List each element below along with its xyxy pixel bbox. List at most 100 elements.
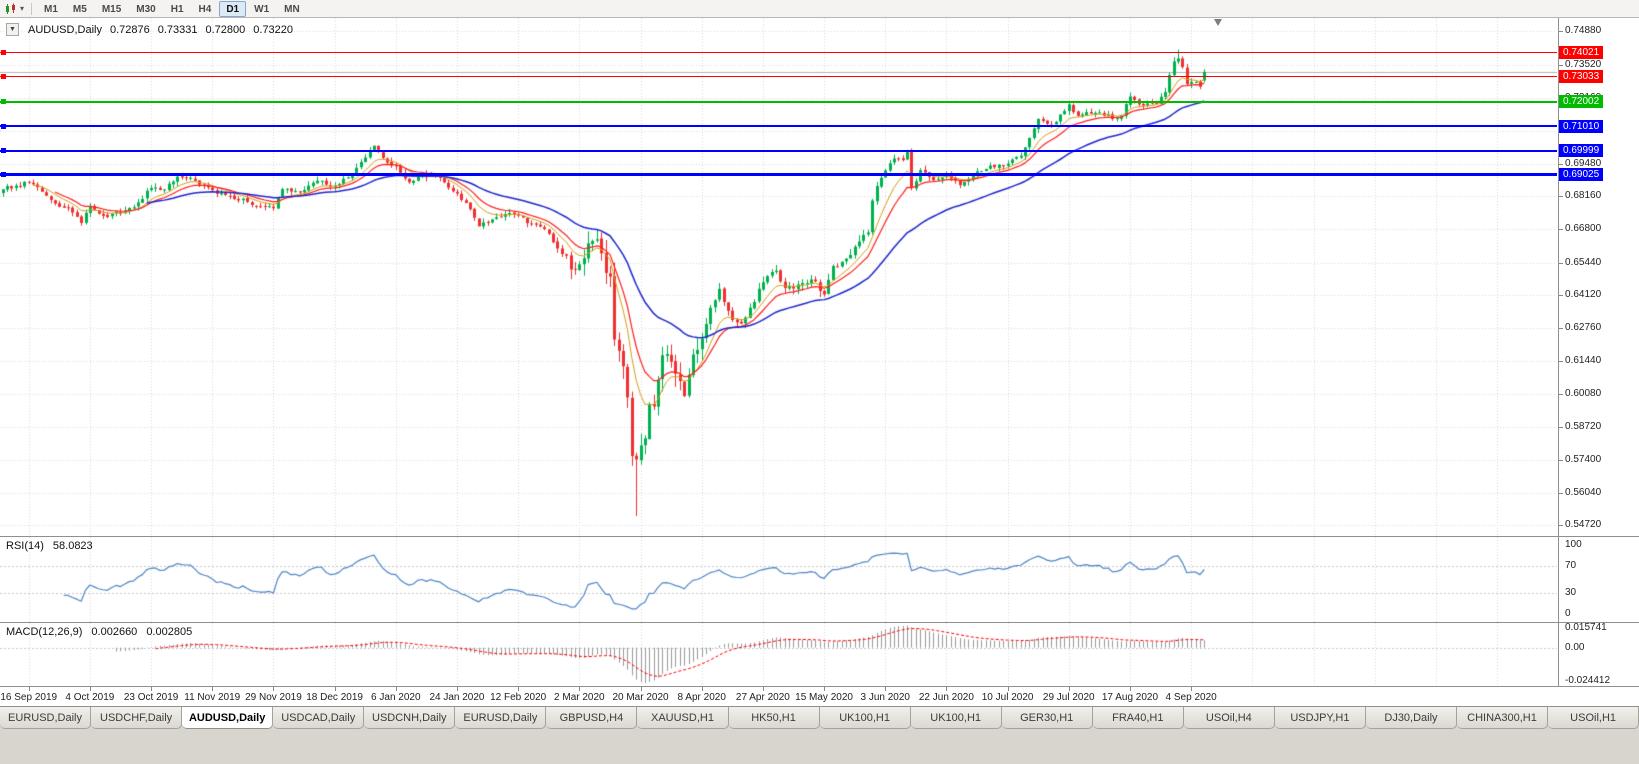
price-tag-0.74021[interactable]: 0.74021 bbox=[1559, 46, 1604, 59]
chart-tab-uk100-h1[interactable]: UK100,H1 bbox=[910, 707, 1002, 729]
x-axis-label: 29 Nov 2019 bbox=[245, 692, 302, 703]
chart-workspace: ▼ AUDUSD,Daily 0.72876 0.73331 0.72800 0… bbox=[0, 18, 1639, 706]
y-axis-tickmark bbox=[1559, 164, 1563, 165]
chart-tab-gbpusd-h4[interactable]: GBPUSD,H4 bbox=[546, 707, 638, 729]
horizontal-line-0.71010[interactable] bbox=[0, 123, 1557, 129]
y-axis-tickmark bbox=[1559, 525, 1563, 526]
y-axis-tickmark bbox=[1559, 361, 1563, 362]
chart-tab-dj30-daily[interactable]: DJ30,Daily bbox=[1365, 707, 1457, 729]
hline-layer bbox=[0, 18, 1557, 536]
timeframe-button-m1[interactable]: M1 bbox=[44, 3, 58, 15]
x-axis-tickmark bbox=[1008, 687, 1009, 691]
macd-main-value: 0.002660 bbox=[91, 626, 138, 638]
rsi-scale-label: 0 bbox=[1565, 608, 1571, 619]
x-axis-label: 20 Mar 2020 bbox=[612, 692, 669, 703]
chart-type-dropdown-arrow[interactable]: ▾ bbox=[20, 4, 25, 13]
y-axis-label: 0.73520 bbox=[1565, 59, 1602, 70]
price-scale[interactable]: 0.748800.735200.721600.708000.694800.681… bbox=[1558, 18, 1639, 536]
chart-symbol-label: AUDUSD,Daily bbox=[28, 23, 102, 36]
macd-canvas[interactable] bbox=[0, 623, 1557, 686]
chart-tab-xauusd-h1[interactable]: XAUUSD,H1 bbox=[637, 707, 729, 729]
y-axis-tickmark bbox=[1559, 263, 1563, 264]
line-handle[interactable] bbox=[1, 74, 6, 79]
macd-scale[interactable]: 0.015741 0.00 -0.024412 bbox=[1558, 623, 1639, 686]
chart-tab-eurusd-daily[interactable]: EURUSD,Daily bbox=[455, 707, 547, 729]
chart-tab-uk100-h1[interactable]: UK100,H1 bbox=[819, 707, 911, 729]
y-axis-label: 0.66800 bbox=[1565, 223, 1602, 234]
macd-panel[interactable]: MACD(12,26,9) 0.002660 0.002805 0.015741… bbox=[0, 622, 1639, 686]
chart-tab-fra40-h1[interactable]: FRA40,H1 bbox=[1092, 707, 1184, 729]
horizontal-line-0.74021[interactable] bbox=[0, 49, 1557, 55]
horizontal-line-0.72002[interactable] bbox=[0, 99, 1557, 105]
x-axis-label: 4 Oct 2019 bbox=[65, 692, 115, 703]
time-scale[interactable]: 16 Sep 2019 4 Oct 2019 23 Oct 2019 11 Nov 2… bbox=[0, 686, 1639, 706]
chart-tab-usdcnh-daily[interactable]: USDCNH,Daily bbox=[364, 707, 456, 729]
x-axis-tickmark bbox=[90, 687, 91, 691]
x-axis-tickmark bbox=[273, 687, 274, 691]
chart-tab-usdcad-daily[interactable]: USDCAD,Daily bbox=[273, 707, 365, 729]
x-axis-label: 11 Nov 2019 bbox=[184, 692, 241, 703]
x-axis-label: 24 Jan 2020 bbox=[429, 692, 485, 703]
toolbar-separator bbox=[31, 2, 33, 15]
x-axis-label: 10 Jul 2020 bbox=[981, 692, 1034, 703]
rsi-name: RSI(14) bbox=[6, 540, 44, 552]
y-axis-label: 0.56040 bbox=[1565, 487, 1602, 498]
timeframe-button-w1[interactable]: W1 bbox=[254, 3, 270, 15]
x-axis-tickmark bbox=[946, 687, 947, 691]
macd-scale-label: 0.015741 bbox=[1565, 622, 1607, 633]
price-tag-0.71010[interactable]: 0.71010 bbox=[1559, 120, 1604, 133]
line-handle[interactable] bbox=[1, 99, 6, 105]
timeframe-button-m30[interactable]: M30 bbox=[136, 3, 156, 15]
y-axis-tickmark bbox=[1559, 196, 1563, 197]
timeframe-button-h4[interactable]: H4 bbox=[198, 3, 212, 15]
x-axis-tickmark bbox=[885, 687, 886, 691]
x-axis-tickmark bbox=[579, 687, 580, 691]
price-chart-panel[interactable]: ▼ AUDUSD,Daily 0.72876 0.73331 0.72800 0… bbox=[0, 18, 1639, 536]
price-tag-0.72002[interactable]: 0.72002 bbox=[1559, 95, 1604, 108]
rsi-canvas[interactable] bbox=[0, 537, 1557, 622]
x-axis-tickmark bbox=[702, 687, 703, 691]
rsi-label: RSI(14) 58.0823 bbox=[6, 540, 93, 552]
x-axis-tickmark bbox=[518, 687, 519, 691]
chart-tab-usdjpy-h1[interactable]: USDJPY,H1 bbox=[1274, 707, 1366, 729]
horizontal-line-0.73033[interactable] bbox=[0, 74, 1557, 79]
x-axis-label: 15 May 2020 bbox=[795, 692, 853, 703]
chart-tab-usoil-h4[interactable]: USOil,H4 bbox=[1183, 707, 1275, 729]
timeframe-button-mn[interactable]: MN bbox=[284, 3, 300, 15]
y-axis-label: 0.54720 bbox=[1565, 519, 1602, 530]
line-handle[interactable] bbox=[1, 172, 6, 178]
y-axis-tickmark bbox=[1559, 31, 1563, 32]
x-axis-label: 4 Sep 2020 bbox=[1165, 692, 1217, 703]
rsi-panel[interactable]: RSI(14) 58.0823 100 70 30 0 bbox=[0, 536, 1639, 622]
chart-tab-china300-h1[interactable]: CHINA300,H1 bbox=[1457, 707, 1549, 729]
x-axis-tickmark bbox=[763, 687, 764, 691]
chart-dropdown-icon[interactable]: ▼ bbox=[6, 23, 19, 36]
candlestick-chart-icon[interactable] bbox=[4, 3, 18, 15]
rsi-scale[interactable]: 100 70 30 0 bbox=[1558, 537, 1639, 622]
x-axis-tickmark bbox=[335, 687, 336, 691]
timeframe-button-m15[interactable]: M15 bbox=[101, 3, 122, 15]
chart-tab-usoil-h1[interactable]: USOil,H1 bbox=[1548, 707, 1639, 729]
x-axis-label: 17 Aug 2020 bbox=[1101, 692, 1159, 703]
chart-shift-marker[interactable] bbox=[1214, 19, 1222, 26]
chart-tab-hk50-h1[interactable]: HK50,H1 bbox=[728, 707, 820, 729]
price-tag-0.73033[interactable]: 0.73033 bbox=[1559, 70, 1604, 83]
timeframe-button-d1[interactable]: D1 bbox=[219, 0, 247, 17]
chart-title: ▼ AUDUSD,Daily 0.72876 0.73331 0.72800 0… bbox=[6, 23, 293, 36]
price-tag-0.69999[interactable]: 0.69999 bbox=[1559, 144, 1604, 157]
line-handle[interactable] bbox=[1, 123, 6, 129]
price-tag-0.69025[interactable]: 0.69025 bbox=[1559, 168, 1604, 181]
chart-tab-usdchf-daily[interactable]: USDCHF,Daily bbox=[91, 707, 183, 729]
price-chart-canvas[interactable] bbox=[0, 18, 1557, 536]
line-handle[interactable] bbox=[1, 148, 6, 154]
chart-tab-audusd-daily[interactable]: AUDUSD,Daily bbox=[182, 707, 274, 729]
timeframe-button-m5[interactable]: M5 bbox=[72, 3, 87, 15]
horizontal-line-0.69999[interactable] bbox=[0, 148, 1557, 154]
timeframe-button-h1[interactable]: H1 bbox=[170, 3, 184, 15]
line-handle[interactable] bbox=[1, 49, 6, 55]
x-axis-tickmark bbox=[1191, 687, 1192, 691]
chart-tab-eurusd-daily[interactable]: EURUSD,Daily bbox=[0, 707, 92, 729]
chart-tab-ger30-h1[interactable]: GER30,H1 bbox=[1001, 707, 1093, 729]
y-axis-label: 0.64120 bbox=[1565, 289, 1602, 300]
horizontal-line-0.69025[interactable] bbox=[0, 172, 1557, 178]
